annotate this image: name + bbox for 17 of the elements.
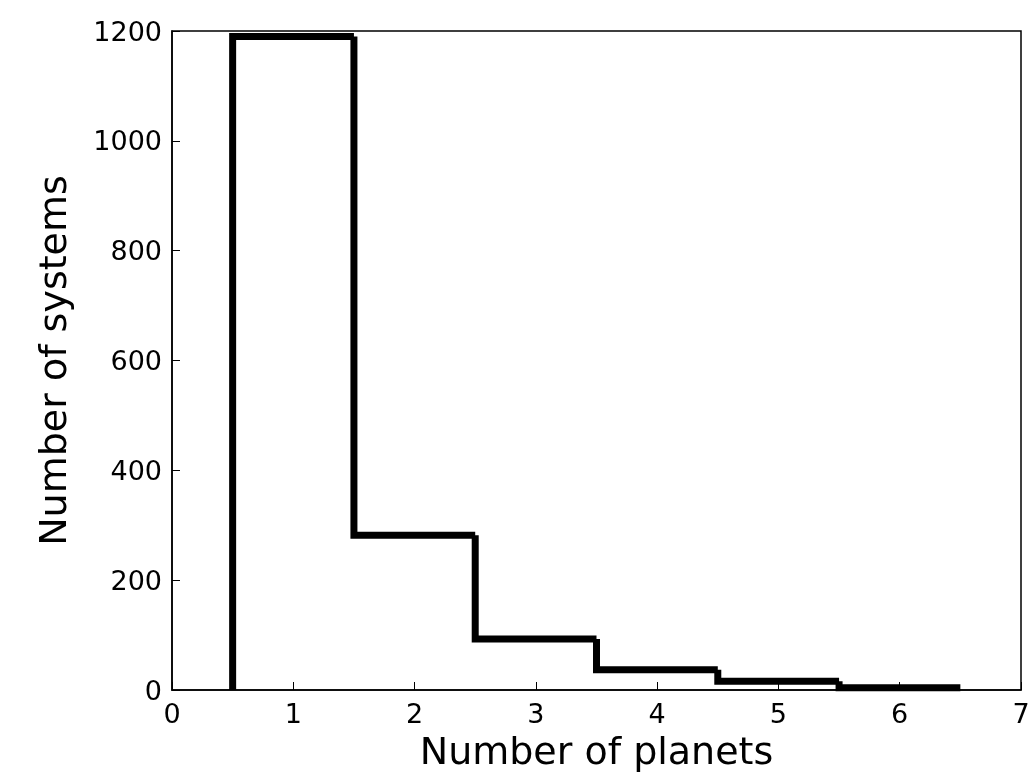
y-tick-label: 400 (110, 454, 162, 486)
y-tick-label: 1200 (93, 15, 162, 47)
x-axis-title: Number of planets (419, 729, 774, 773)
y-tick-label: 0 (144, 674, 162, 706)
x-tick-label: 6 (891, 698, 909, 729)
y-tick-label: 600 (110, 345, 162, 376)
x-tick-label: 0 (163, 698, 181, 729)
x-tick-label: 7 (1012, 698, 1030, 729)
x-tick-label: 3 (527, 698, 545, 729)
x-tick-label: 5 (769, 698, 788, 729)
x-tick-label: 2 (405, 698, 424, 729)
y-tick-label: 800 (110, 235, 162, 267)
y-tick-label: 1000 (93, 125, 162, 157)
x-tick-label: 4 (648, 698, 666, 729)
x-tick-label: 1 (284, 698, 302, 729)
y-axis-title: Number of systems (31, 175, 75, 546)
y-tick-label: 200 (110, 564, 162, 596)
